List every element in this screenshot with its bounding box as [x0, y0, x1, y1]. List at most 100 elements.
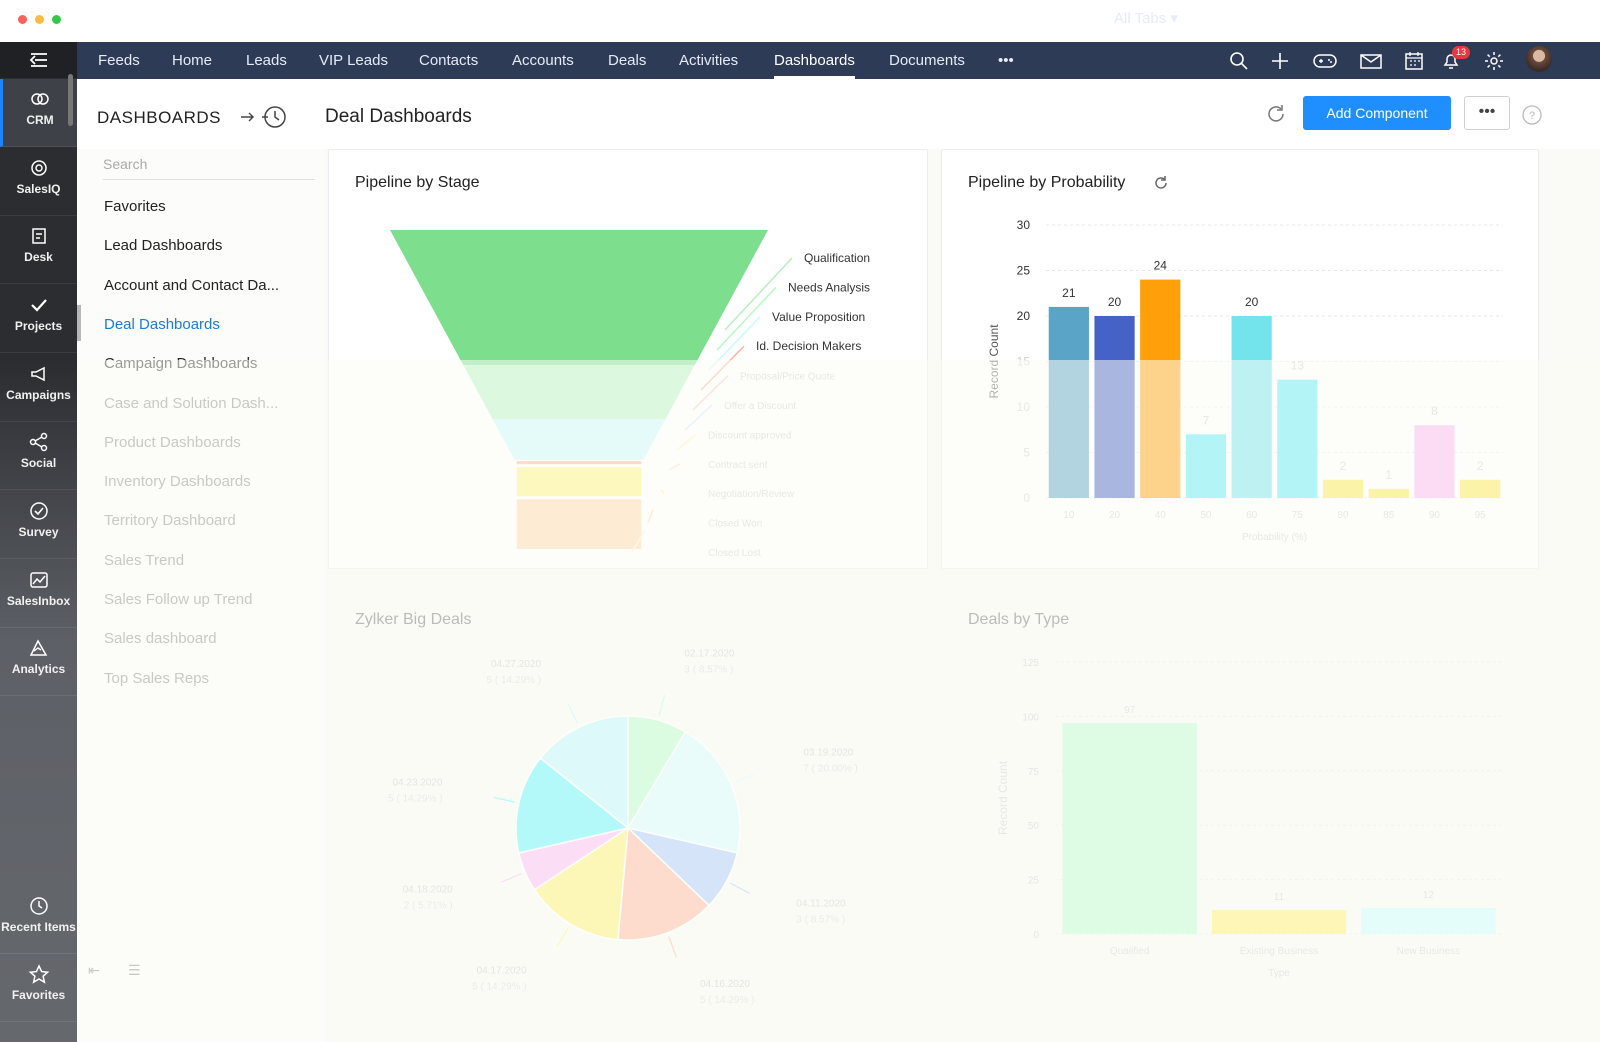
rail-item-favorites[interactable]: Favorites — [0, 954, 77, 1022]
bar-60[interactable] — [1231, 316, 1272, 498]
active-item-indicator — [77, 305, 81, 341]
collapse-panel-icon[interactable]: ⇤ — [88, 962, 100, 978]
bar-95[interactable] — [1460, 479, 1501, 498]
rail-scroll-handle[interactable] — [68, 74, 73, 126]
bar-20[interactable] — [1094, 316, 1135, 498]
dashboard-list-item[interactable]: Deal Dashboards — [104, 315, 220, 333]
rail-item-salesinbox[interactable]: SalesInbox — [0, 560, 77, 628]
search-input[interactable]: Search — [103, 152, 315, 180]
salesinbox-icon — [29, 572, 48, 588]
rail-item-survey[interactable]: Survey — [0, 491, 77, 559]
rail-item-social[interactable]: Social — [0, 422, 77, 490]
dashboard-list-item[interactable]: Lead Dashboards — [104, 237, 223, 255]
x-tick-label: 40 — [1155, 510, 1167, 521]
bar-10[interactable] — [1048, 306, 1089, 498]
bar-new-business[interactable] — [1361, 907, 1496, 934]
dashboard-list-item[interactable]: Campaign Dashboards — [104, 355, 258, 373]
bar-qualified[interactable] — [1062, 722, 1197, 934]
dashboard-list-item[interactable]: Case and Solution Dash... — [104, 394, 279, 412]
x-tick-label: 50 — [1200, 510, 1212, 521]
minimize-window-dot[interactable] — [35, 15, 44, 24]
bar-50[interactable] — [1185, 434, 1227, 498]
funnel-label: Needs Analysis — [788, 280, 870, 294]
more-tabs-button[interactable]: ••• — [998, 52, 1014, 69]
rail-item-projects[interactable]: Projects — [0, 285, 77, 353]
dashboard-list-item[interactable]: Top Sales Reps — [104, 669, 210, 687]
analytics-icon — [29, 639, 47, 656]
rail-item-recent-items[interactable]: Recent Items — [0, 886, 77, 954]
x-axis-label: Type — [1268, 968, 1290, 979]
dashboard-list-item[interactable]: Territory Dashboard — [104, 512, 236, 530]
salesiq-icon — [30, 160, 47, 176]
pie-sublabel: 7 ( 20.00% ) — [803, 764, 857, 775]
mail-icon[interactable] — [1360, 51, 1382, 71]
dashboard-list-item[interactable]: Sales Follow up Trend — [104, 591, 253, 608]
nav-tab-accounts[interactable]: Accounts — [512, 52, 574, 69]
settings-icon[interactable] — [1484, 51, 1504, 71]
nav-tab-leads[interactable]: Leads — [246, 52, 287, 69]
y-tick-label: 20 — [1017, 309, 1031, 323]
funnel-stage-value-proposition[interactable] — [492, 419, 666, 460]
pie-leader-line — [493, 796, 516, 803]
plus-icon[interactable] — [1270, 51, 1290, 71]
nav-tab-documents[interactable]: Documents — [889, 52, 965, 69]
funnel-stage-closed-won[interactable] — [516, 499, 642, 549]
nav-tab-deals[interactable]: Deals — [608, 52, 647, 69]
history-icon[interactable] — [260, 104, 288, 130]
rail-item-analytics[interactable]: Analytics — [0, 628, 77, 696]
list-view-icon[interactable]: ☰ — [128, 962, 141, 978]
nav-tab-home[interactable]: Home — [172, 52, 213, 69]
funnel-stage-negotiation-review[interactable] — [516, 467, 642, 497]
rail-item-label: Analytics — [11, 662, 66, 676]
funnel-stage-needs-analysis[interactable] — [463, 365, 695, 420]
nav-tab-feeds[interactable]: Feeds — [98, 52, 140, 69]
pie-label: 02.17.2020 — [684, 648, 734, 659]
dashboard-list-item[interactable]: Sales Trend — [104, 551, 185, 569]
add-component-button[interactable]: Add Component — [1303, 96, 1451, 130]
dashboard-list-item[interactable]: Inventory Dashboards — [104, 473, 251, 491]
x-tick-label: 75 — [1292, 510, 1304, 521]
close-window-dot[interactable] — [18, 15, 27, 24]
funnel-label: Offer a Discount — [724, 401, 796, 412]
dashboard-list-item[interactable]: Product Dashboards — [104, 433, 241, 451]
bar-75[interactable] — [1277, 379, 1318, 498]
nav-tab-dashboards[interactable]: Dashboards — [774, 42, 855, 79]
bar-85[interactable] — [1368, 488, 1409, 498]
funnel-stage-qualification[interactable] — [390, 230, 768, 366]
y-tick-label: 125 — [1022, 658, 1039, 669]
rail-item-crm[interactable]: CRM — [0, 79, 77, 147]
user-avatar[interactable] — [1526, 46, 1552, 72]
more-options-button[interactable]: ••• — [1464, 96, 1510, 130]
bar-90[interactable] — [1414, 425, 1455, 498]
bar-80[interactable] — [1322, 479, 1364, 498]
dashboard-list-item[interactable]: Favorites — [104, 198, 166, 215]
calendar-icon[interactable] — [1404, 51, 1424, 71]
nav-tab-vip-leads[interactable]: VIP Leads — [319, 52, 388, 69]
menu-collapse-icon[interactable] — [0, 42, 77, 78]
rail-item-salesiq[interactable]: SalesIQ — [0, 148, 77, 216]
bar-40[interactable] — [1140, 279, 1181, 498]
nav-tab-activities[interactable]: Activities — [679, 52, 739, 69]
dashboard-list-item[interactable]: Account and Contact Da... — [104, 276, 280, 294]
funnel-label: Value Proposition — [772, 310, 865, 324]
all-tabs-dropdown[interactable]: All Tabs ▾ — [1114, 10, 1178, 27]
refresh-icon[interactable] — [1265, 103, 1287, 125]
notifications-icon[interactable] — [1441, 51, 1461, 71]
x-tick-label: 95 — [1475, 510, 1487, 521]
arrow-right-icon[interactable] — [240, 110, 256, 124]
funnel-stage-id-decision-makers[interactable] — [516, 461, 642, 465]
refresh-chart-icon[interactable] — [1152, 174, 1170, 192]
help-icon[interactable]: ? — [1521, 104, 1543, 126]
rail-item-campaigns[interactable]: Campaigns — [0, 354, 77, 422]
bar-existing-business[interactable] — [1211, 910, 1347, 934]
search-icon[interactable] — [1229, 51, 1249, 71]
funnel-leader-line — [700, 345, 745, 391]
page-title: Deal Dashboards — [325, 106, 472, 127]
rail-item-desk[interactable]: Desk — [0, 216, 77, 284]
maximize-window-dot[interactable] — [52, 15, 61, 24]
dashboard-list-item[interactable]: Sales dashboard — [104, 630, 217, 648]
pipeline-by-stage-chart: Qualification Needs Analysis Value Proposi… — [390, 230, 870, 559]
nav-tab-contacts[interactable]: Contacts — [419, 52, 479, 69]
top-navigation — [77, 42, 1600, 79]
gamepad-icon[interactable] — [1313, 51, 1337, 71]
